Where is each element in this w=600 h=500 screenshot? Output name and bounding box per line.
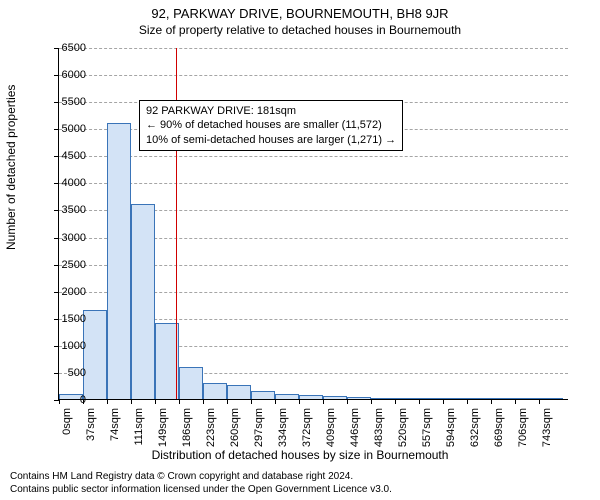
x-tick-label: 706sqm — [517, 408, 529, 447]
x-tick-mark — [395, 399, 396, 404]
x-tick-mark — [107, 399, 108, 404]
x-tick-mark — [251, 399, 252, 404]
chart-title-1: 92, PARKWAY DRIVE, BOURNEMOUTH, BH8 9JR — [0, 0, 600, 21]
x-tick-mark — [419, 399, 420, 404]
histogram-bar — [131, 204, 155, 399]
x-tick-label: 297sqm — [253, 408, 265, 447]
x-tick-label: 372sqm — [301, 408, 313, 447]
histogram-bar — [107, 123, 131, 399]
x-tick-mark — [491, 399, 492, 404]
x-tick-label: 74sqm — [109, 408, 121, 441]
annotation-line-1: 92 PARKWAY DRIVE: 181sqm — [146, 104, 396, 118]
histogram-bar — [347, 397, 371, 399]
x-tick-label: 37sqm — [85, 408, 97, 441]
y-tick-label: 6500 — [46, 42, 86, 54]
histogram-bar — [227, 385, 251, 399]
y-tick-label: 2000 — [46, 286, 86, 298]
y-tick-label: 1000 — [46, 340, 86, 352]
histogram-bar — [371, 398, 395, 399]
y-tick-label: 4000 — [46, 177, 86, 189]
y-tick-label: 5500 — [46, 96, 86, 108]
x-tick-mark — [347, 399, 348, 404]
x-tick-label: 111sqm — [133, 408, 145, 446]
x-tick-mark — [179, 399, 180, 404]
x-tick-mark — [467, 399, 468, 404]
x-tick-label: 594sqm — [445, 408, 457, 447]
histogram-bar — [539, 398, 563, 399]
x-tick-mark — [515, 399, 516, 404]
x-tick-label: 409sqm — [325, 408, 337, 447]
x-tick-label: 149sqm — [157, 408, 169, 447]
annotation-line-3: 10% of semi-detached houses are larger (… — [146, 133, 396, 147]
x-tick-label: 223sqm — [205, 408, 217, 447]
histogram-bar — [515, 398, 539, 399]
histogram-bar — [419, 398, 443, 399]
histogram-bar — [83, 310, 107, 399]
x-tick-label: 186sqm — [181, 408, 193, 447]
y-tick-label: 500 — [46, 367, 86, 379]
x-tick-mark — [155, 399, 156, 404]
x-tick-label: 557sqm — [421, 408, 433, 447]
y-tick-label: 3500 — [46, 204, 86, 216]
histogram-bar — [179, 367, 203, 399]
x-tick-label: 743sqm — [541, 408, 553, 447]
x-tick-mark — [323, 399, 324, 404]
y-tick-label: 3000 — [46, 232, 86, 244]
x-tick-mark — [443, 399, 444, 404]
y-axis-label: Number of detached properties — [4, 85, 18, 250]
grid-line — [59, 156, 568, 157]
x-axis-label: Distribution of detached houses by size … — [0, 448, 600, 462]
histogram-bar — [323, 396, 347, 399]
histogram-bar — [467, 398, 491, 399]
x-tick-mark — [539, 399, 540, 404]
histogram-bar — [395, 398, 419, 399]
x-tick-label: 520sqm — [397, 408, 409, 447]
y-tick-label: 2500 — [46, 259, 86, 271]
histogram-bar — [203, 383, 227, 399]
histogram-bar — [251, 391, 275, 399]
grid-line — [59, 48, 568, 49]
y-tick-label: 6000 — [46, 69, 86, 81]
annotation-box: 92 PARKWAY DRIVE: 181sqm ← 90% of detach… — [139, 100, 403, 151]
histogram-bar — [443, 398, 467, 399]
footer-line-2: Contains public sector information licen… — [10, 483, 392, 496]
chart-title-2: Size of property relative to detached ho… — [0, 21, 600, 37]
grid-line — [59, 75, 568, 76]
x-tick-mark — [203, 399, 204, 404]
x-tick-mark — [371, 399, 372, 404]
x-tick-label: 669sqm — [493, 408, 505, 447]
x-tick-mark — [299, 399, 300, 404]
grid-line — [59, 183, 568, 184]
annotation-line-2: ← 90% of detached houses are smaller (11… — [146, 118, 396, 132]
x-tick-label: 260sqm — [229, 408, 241, 447]
x-tick-label: 632sqm — [469, 408, 481, 447]
footer: Contains HM Land Registry data © Crown c… — [10, 470, 392, 496]
y-tick-label: 4500 — [46, 150, 86, 162]
y-tick-label: 1500 — [46, 313, 86, 325]
x-tick-label: 0sqm — [61, 408, 73, 435]
y-tick-label: 5000 — [46, 123, 86, 135]
x-tick-label: 483sqm — [373, 408, 385, 447]
histogram-bar — [275, 394, 299, 399]
histogram-bar — [299, 395, 323, 399]
x-tick-mark — [227, 399, 228, 404]
y-tick-label: 0 — [46, 394, 86, 406]
plot-area: 92 PARKWAY DRIVE: 181sqm ← 90% of detach… — [58, 48, 568, 400]
histogram-bar — [491, 398, 515, 399]
x-tick-label: 334sqm — [277, 408, 289, 447]
x-tick-mark — [275, 399, 276, 404]
x-tick-label: 446sqm — [349, 408, 361, 447]
footer-line-1: Contains HM Land Registry data © Crown c… — [10, 470, 392, 483]
x-tick-mark — [131, 399, 132, 404]
